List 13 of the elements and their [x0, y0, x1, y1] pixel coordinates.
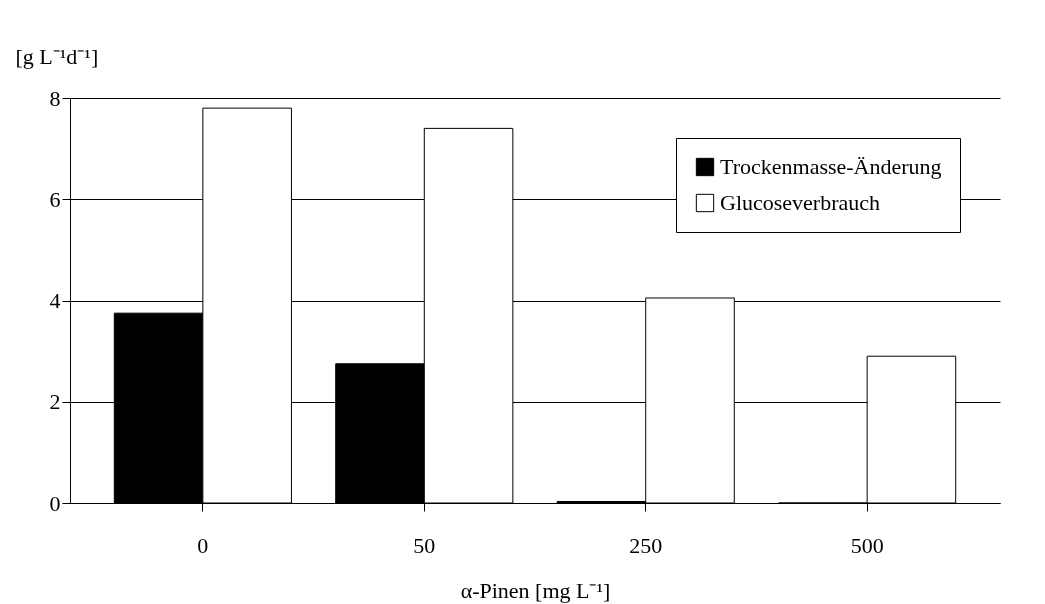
x-axis-title: α-Pinen [mg L⁻¹]: [460, 577, 611, 603]
legend-label: Trockenmasse-Änderung: [720, 154, 942, 179]
x-tick-label: 0: [197, 532, 209, 558]
y-tick-label: 6: [49, 186, 61, 212]
y-tick-label: 2: [49, 389, 61, 415]
y-tick-label: 4: [49, 288, 61, 313]
x-tick-label: 250: [629, 532, 663, 558]
y-axis-title: [g L⁻¹d⁻¹]: [15, 43, 99, 69]
x-tick-label: 50: [413, 532, 436, 558]
legend-label: Glucoseverbrauch: [720, 190, 881, 215]
y-tick-label: 0: [49, 490, 61, 516]
x-tick-label: 500: [850, 532, 884, 558]
y-tick-label: 8: [49, 85, 61, 111]
